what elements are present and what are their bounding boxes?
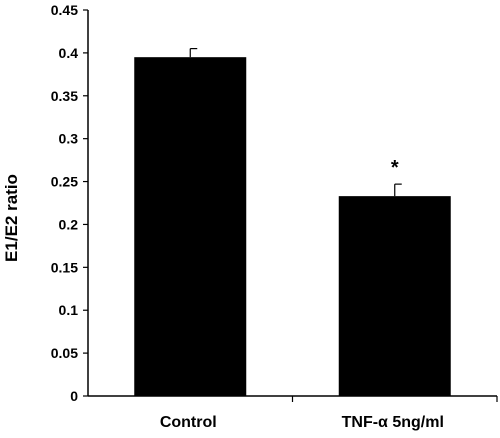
y-tick-label: 0.2: [59, 216, 79, 232]
y-tick-label: 0: [70, 388, 78, 404]
y-tick-label: 0.25: [51, 174, 78, 190]
y-axis-ticks: 0 0.05 0.1 0.15 0.2 0.25 0.3 0.35 0.4 0.45: [51, 2, 88, 404]
y-tick-label: 0.05: [51, 345, 78, 361]
y-tick-label: 0.3: [59, 131, 79, 147]
x-category-label: TNF-α 5ng/ml: [342, 414, 444, 431]
x-axis-ticks: [293, 396, 498, 402]
y-tick-label: 0.4: [59, 45, 79, 61]
x-axis-category-labels: Control TNF-α 5ng/ml: [160, 414, 444, 431]
y-axis-title: E1/E2 ratio: [2, 174, 21, 262]
bar: [134, 57, 246, 396]
annotations: *: [391, 157, 399, 179]
significance-marker: *: [391, 157, 399, 179]
bars: [134, 57, 451, 396]
y-tick-label: 0.15: [51, 259, 78, 275]
bar: [339, 196, 451, 396]
x-category-label: Control: [160, 414, 217, 431]
y-tick-label: 0.1: [59, 302, 79, 318]
y-tick-label: 0.35: [51, 88, 78, 104]
y-tick-label: 0.45: [51, 2, 78, 18]
